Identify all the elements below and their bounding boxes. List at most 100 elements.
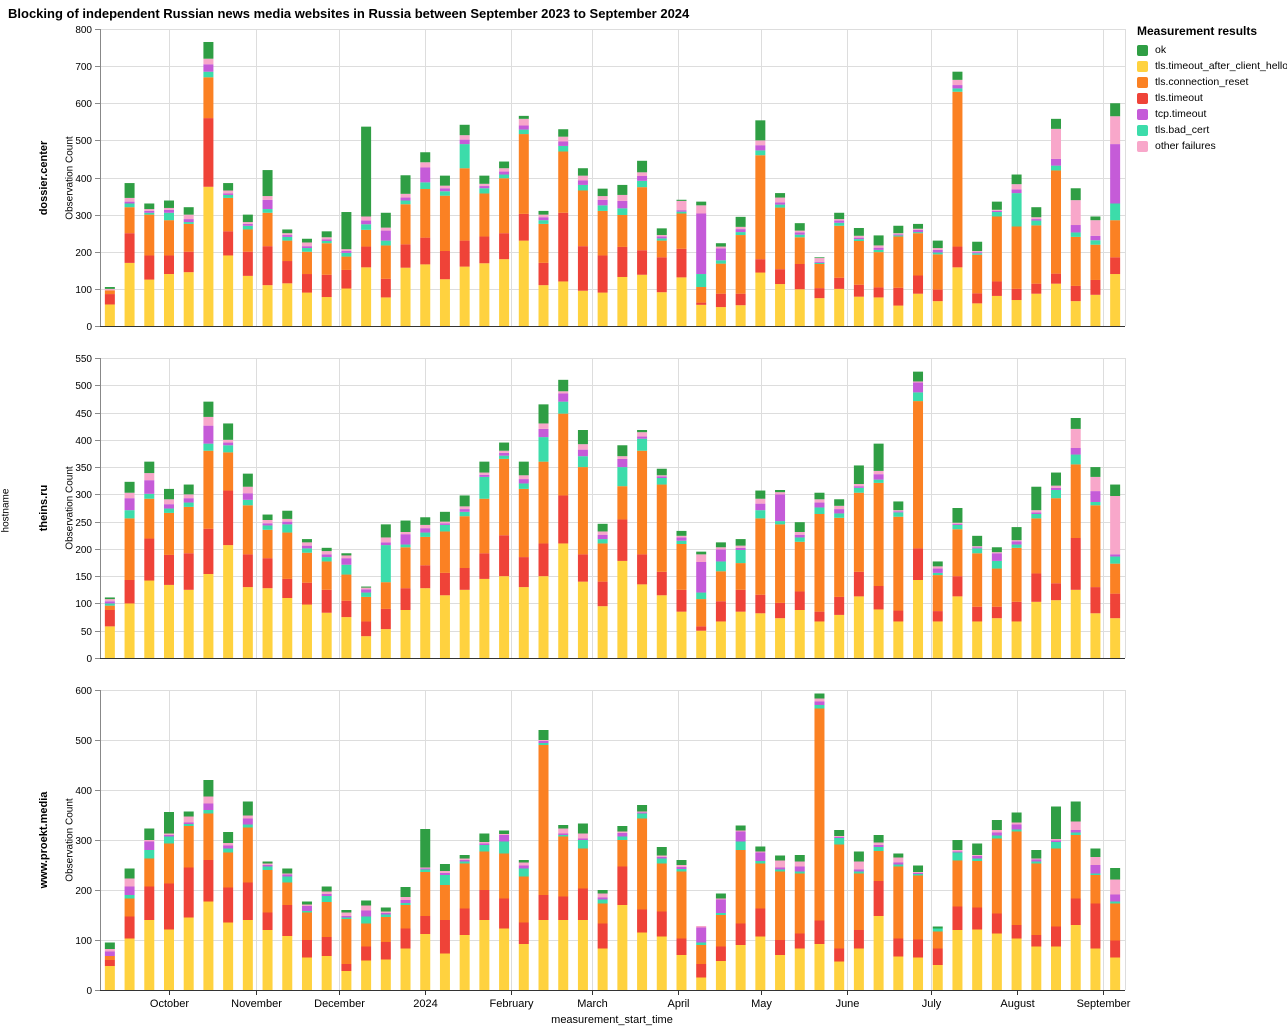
- bar-segment: [361, 923, 372, 947]
- bar-segment: [104, 951, 115, 956]
- legend-swatch-icon: [1137, 109, 1148, 120]
- bar-segment: [439, 885, 450, 920]
- bar-segment: [834, 961, 845, 990]
- bar-segment: [538, 428, 549, 438]
- bar-segment: [301, 542, 312, 546]
- bar-segment: [637, 805, 648, 812]
- bar-segment: [577, 838, 588, 840]
- bar-segment: [1090, 502, 1101, 506]
- bar-segment: [913, 875, 924, 940]
- bar-segment: [1090, 948, 1101, 990]
- legend-swatch-icon: [1137, 77, 1148, 88]
- x-tick-label: December: [314, 998, 365, 1010]
- bar-segment: [439, 175, 450, 186]
- bar-segment: [676, 248, 687, 278]
- bar-segment: [380, 524, 391, 538]
- bar-segment: [321, 612, 332, 658]
- legend-entry[interactable]: tls.bad_cert: [1137, 125, 1287, 136]
- bar-segment: [282, 905, 293, 936]
- bar-segment: [755, 150, 766, 156]
- bar-segment: [499, 161, 510, 169]
- bar-segment: [558, 413, 569, 496]
- bar-segment: [972, 907, 983, 930]
- bar-segment: [1031, 512, 1042, 514]
- bar-segment: [715, 307, 726, 326]
- bar-segment: [597, 255, 608, 293]
- bar-segment: [321, 589, 332, 613]
- bar-segment: [952, 246, 963, 268]
- bar-segment: [282, 868, 293, 874]
- bar-segment: [1090, 857, 1101, 865]
- bar-segment: [439, 185, 450, 189]
- bar-segment: [203, 77, 214, 119]
- bar-segment: [834, 948, 845, 962]
- bar-segment: [479, 476, 490, 499]
- legend-entry[interactable]: tls.timeout_after_client_hello: [1137, 61, 1287, 72]
- bar-segment: [1011, 184, 1022, 190]
- bar-segment: [913, 229, 924, 233]
- bar-segment: [853, 492, 864, 572]
- bar-segment: [439, 864, 450, 871]
- bar-segment: [124, 492, 135, 499]
- bar-segment: [104, 597, 115, 600]
- bar-segment: [893, 512, 904, 517]
- bar-segment: [834, 288, 845, 327]
- bar-segment: [479, 474, 490, 477]
- bar-segment: [203, 796, 214, 804]
- bar-segment: [1031, 859, 1042, 862]
- bar-segment: [242, 505, 253, 555]
- bars: [104, 41, 1121, 327]
- bar-segment: [952, 851, 963, 853]
- bar-segment: [400, 520, 411, 532]
- bar-segment: [1031, 217, 1042, 220]
- bar-segment: [459, 858, 470, 860]
- bar-segment: [873, 479, 884, 483]
- bar-segment: [637, 813, 648, 819]
- bar-segment: [361, 900, 372, 906]
- bar-segment: [439, 875, 450, 885]
- legend-entry[interactable]: tcp.timeout: [1137, 109, 1287, 120]
- bar-segment: [656, 847, 667, 856]
- bar-segment: [380, 227, 391, 231]
- bar-segment: [1031, 207, 1042, 218]
- bar-segment: [814, 258, 825, 262]
- bar-segment: [597, 606, 608, 658]
- bar-segment: [144, 279, 155, 326]
- facet-chart-theins.ru: 0 50 100 150 200 250 300 350 400 450 500 550: [75, 354, 1126, 665]
- bar-segment: [380, 240, 391, 246]
- bar-segment: [735, 611, 746, 658]
- bar-segment: [794, 264, 805, 290]
- bar-segment: [459, 863, 470, 909]
- bar-segment: [735, 547, 746, 550]
- legend-entry[interactable]: tls.connection_reset: [1137, 77, 1287, 88]
- bar-segment: [479, 472, 490, 475]
- bar-segment: [972, 606, 983, 622]
- bar-segment: [420, 868, 431, 870]
- bar-segment: [656, 240, 667, 258]
- bar-segment: [499, 458, 510, 536]
- bar-segment: [282, 236, 293, 241]
- bar-segment: [282, 532, 293, 579]
- bar-segment: [282, 882, 293, 905]
- bar-segment: [321, 886, 332, 892]
- bar-segment: [144, 498, 155, 539]
- bar-segment: [577, 168, 588, 176]
- legend-entry[interactable]: ok: [1137, 45, 1287, 56]
- bar-segment: [420, 162, 431, 168]
- bar-segment: [400, 547, 411, 589]
- bar-segment: [656, 571, 667, 596]
- bar-segment: [1011, 193, 1022, 227]
- legend-entry[interactable]: other failures: [1137, 141, 1287, 152]
- legend-entry[interactable]: tls.timeout: [1137, 93, 1287, 104]
- bar-segment: [972, 303, 983, 326]
- bar-segment: [538, 423, 549, 429]
- bar-segment: [499, 834, 510, 835]
- bar-segment: [420, 536, 431, 566]
- bar-segment: [637, 438, 648, 451]
- bar-segment: [577, 246, 588, 291]
- bar-segment: [439, 188, 450, 192]
- bar-segment: [715, 293, 726, 308]
- bar-segment: [203, 58, 214, 65]
- bar-segment: [223, 887, 234, 923]
- bar-segment: [834, 509, 845, 514]
